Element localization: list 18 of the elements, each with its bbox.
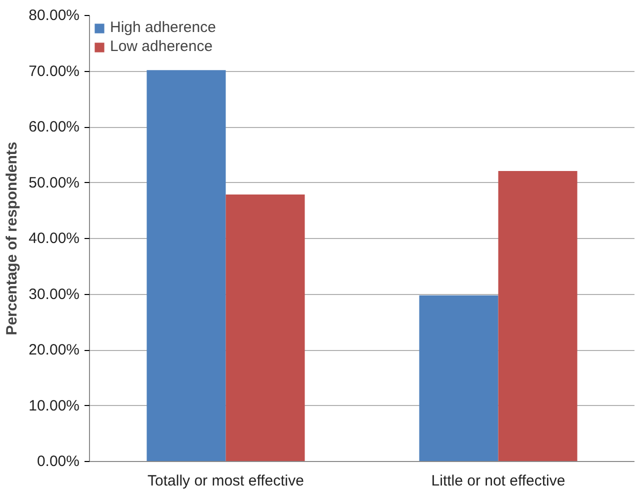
bar [226,194,305,462]
legend-label: High adherence [110,19,216,36]
y-tick-label: 20.00% [28,342,80,358]
y-tick-label: 40.00% [28,230,80,247]
y-tick-label: 0.00% [36,453,80,470]
y-axis-title: Percentage of respondents [4,142,21,336]
bar [419,295,498,462]
y-tick-label: 30.00% [28,286,80,303]
y-tick-label: 60.00% [28,118,80,136]
y-tick-label: 70.00% [28,62,80,80]
x-tick-label: Totally or most effective [148,472,304,490]
bar [498,171,578,462]
y-tick-label: 80.00% [28,7,80,24]
y-tick-label: 50.00% [28,174,80,192]
y-tick-label: 10.00% [28,397,80,414]
x-tick-label: Little or not effective [431,472,566,490]
legend-label: Low adherence [110,38,213,55]
bar [146,70,226,462]
